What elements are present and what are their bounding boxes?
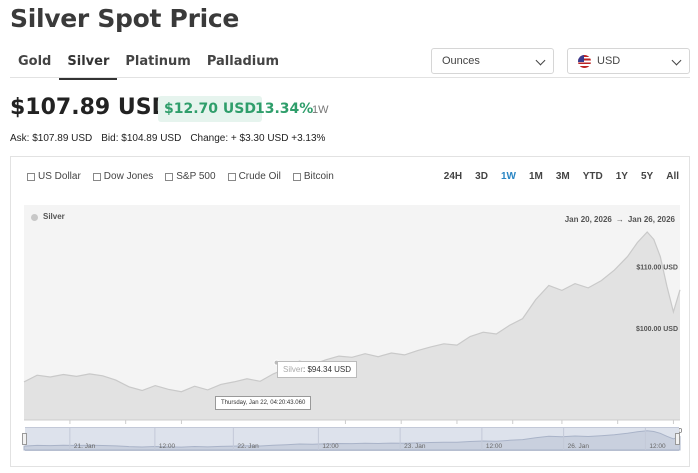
us-flag-icon — [578, 54, 591, 68]
compare-dow-jones[interactable]: Dow Jones — [92, 171, 154, 182]
range-3d[interactable]: 3D — [475, 171, 488, 182]
currency-select-value: USD — [597, 55, 621, 67]
range-24h[interactable]: 24H — [443, 171, 463, 182]
chart-date-range: Jan 20, 2026 → Jan 26, 2026 — [565, 215, 675, 224]
price-change-badge: $12.70 USD — [158, 96, 262, 122]
range-3m[interactable]: 3M — [555, 171, 570, 182]
price-change-amount: $12.70 USD — [164, 101, 256, 117]
compare-label: Bitcoin — [303, 171, 334, 182]
navigator-handle-right[interactable] — [675, 433, 680, 445]
crosshair-date-label: Thursday, Jan 22, 04:20:43.060 — [215, 396, 312, 410]
currency-select[interactable]: USD — [567, 48, 690, 74]
legend-label-silver: Silver — [43, 212, 65, 221]
unit-select-value: Ounces — [442, 55, 480, 67]
compare-label: US Dollar — [38, 171, 81, 182]
compare-crude-oil[interactable]: Crude Oil — [227, 171, 281, 182]
compare-us-dollar[interactable]: US Dollar — [27, 171, 81, 182]
tab-silver[interactable]: Silver — [59, 50, 118, 80]
chevron-down-icon — [671, 55, 682, 66]
checkbox-icon[interactable] — [227, 172, 236, 181]
price-change-percent: 13.34% — [255, 101, 314, 117]
range-ytd[interactable]: YTD — [582, 171, 603, 182]
compare-sp500[interactable]: S&P 500 — [165, 171, 216, 182]
compare-bitcoin[interactable]: Bitcoin — [292, 171, 334, 182]
bid-price: Bid: $104.89 USD — [101, 133, 182, 144]
daily-change: Change: + $3.30 USD +3.13% — [190, 133, 326, 144]
price-change-period: 1W — [312, 104, 329, 116]
range-1m[interactable]: 1M — [528, 171, 543, 182]
checkbox-icon[interactable] — [165, 172, 174, 181]
unit-select[interactable]: Ounces — [431, 48, 554, 74]
y-tick-label: $110.00 USD — [636, 264, 678, 271]
tabs-divider — [10, 77, 690, 78]
silver-area — [24, 232, 680, 420]
range-navigator[interactable] — [25, 427, 679, 451]
range-5y[interactable]: 5Y — [640, 171, 654, 182]
range-1y[interactable]: 1Y — [615, 171, 628, 182]
compare-label: S&P 500 — [176, 171, 216, 182]
ask-price: Ask: $107.89 USD — [10, 133, 93, 144]
navigator-handle-left[interactable] — [22, 433, 27, 445]
compare-label: Dow Jones — [103, 171, 154, 182]
range-all[interactable]: All — [666, 171, 679, 182]
metal-tabs: Gold Silver Platinum Palladium — [10, 50, 287, 80]
legend-marker-silver — [31, 214, 38, 221]
checkbox-icon[interactable] — [27, 172, 35, 181]
tab-palladium[interactable]: Palladium — [206, 54, 280, 69]
y-tick-label: $100.00 USD — [636, 326, 678, 333]
arrow-right-icon: → — [615, 215, 624, 224]
checkbox-icon[interactable] — [292, 172, 301, 181]
chart-panel: US Dollar Dow Jones S&P 500 Crude Oil Bi… — [10, 156, 690, 467]
tab-gold[interactable]: Gold — [18, 54, 52, 69]
silver-line — [23, 231, 681, 393]
chart-tooltip: Silver: $94.34 USD — [277, 361, 358, 378]
checkbox-icon[interactable] — [92, 172, 101, 181]
current-price: $107.89 USD — [10, 95, 170, 120]
tooltip-value: : $94.34 USD — [303, 365, 352, 374]
chevron-down-icon — [535, 55, 546, 66]
date-range-from: Jan 20, 2026 — [564, 215, 612, 224]
price-chart[interactable]: $110.00 USD$100.00 USDJan 2108:0016:0016… — [11, 157, 691, 468]
compare-options: US Dollar Dow Jones S&P 500 Crude Oil Bi… — [27, 171, 334, 182]
tab-platinum[interactable]: Platinum — [125, 54, 191, 69]
page-title: Silver Spot Price — [10, 4, 240, 33]
compare-label: Crude Oil — [238, 171, 281, 182]
tooltip-series: Silver — [283, 365, 304, 374]
quote-line: Ask: $107.89 USD Bid: $104.89 USD Change… — [10, 133, 325, 144]
range-selector: 24H 3D 1W 1M 3M YTD 1Y 5Y All — [444, 171, 679, 182]
date-range-to: Jan 26, 2026 — [627, 215, 675, 224]
range-1w[interactable]: 1W — [500, 171, 516, 182]
